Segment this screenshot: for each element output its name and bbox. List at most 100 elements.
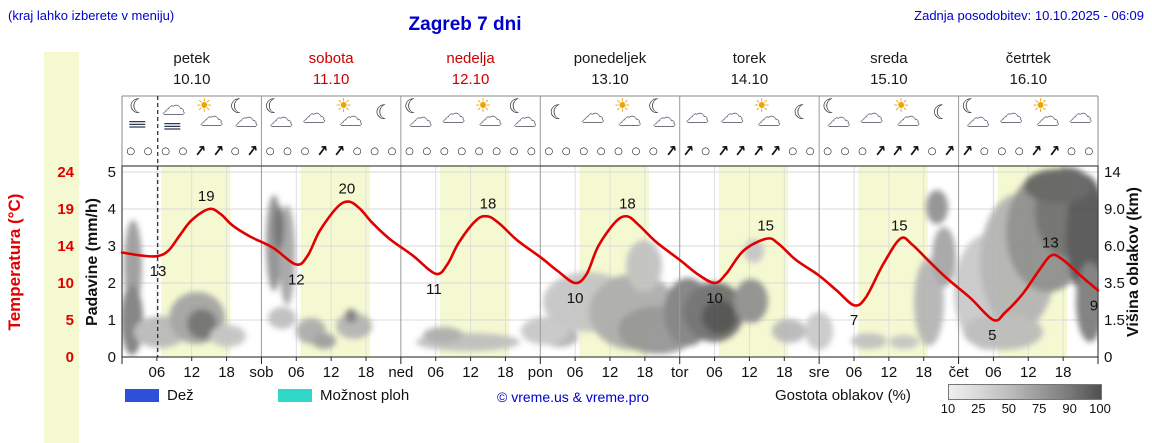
icon-part: ☁	[1068, 102, 1092, 128]
wind-glyph: ↗	[942, 141, 958, 161]
x-tick-label: 18	[497, 364, 514, 381]
x-tick-label: pon	[528, 364, 553, 381]
x-tick-label: čet	[949, 364, 970, 381]
menu-hint-text: (kraj lahko izberete v meniju)	[8, 8, 175, 23]
wind-glyph: ○	[265, 145, 275, 157]
cloud-blob	[932, 227, 956, 287]
page-title: Zagreb 7 dni	[408, 14, 522, 35]
temp-point-label: 9	[1090, 297, 1098, 314]
cloud-icon: ☁	[680, 96, 715, 138]
wind-glyph: ○	[788, 145, 798, 157]
x-tick-label: 06	[427, 364, 444, 381]
icon-part: ☾	[374, 100, 393, 124]
calm-wind-icon: ○	[122, 139, 139, 163]
fog-moon-icon: ☾ ≡	[122, 96, 157, 138]
icon-part: ☀	[892, 95, 910, 117]
cloud-axis-title: Višina oblakov (km)	[1125, 187, 1142, 337]
icon-part: ☁	[999, 102, 1023, 128]
x-tick-label: 06	[149, 364, 166, 381]
calm-wind-icon: ○	[174, 139, 191, 163]
calm-wind-icon: ○	[819, 139, 836, 163]
x-tick-label: 06	[706, 364, 723, 381]
daylight-band	[440, 166, 510, 357]
wind-barb-icon: ↗	[906, 139, 923, 163]
rain-legend-swatch	[125, 389, 159, 402]
wind-barb-icon: ↗	[331, 139, 348, 163]
wind-barb-icon: ↗	[244, 139, 261, 163]
cloud-icon: ☁	[854, 96, 889, 138]
x-tick-label: 06	[567, 364, 584, 381]
cloud-blob	[336, 313, 372, 339]
calm-wind-icon: ○	[801, 139, 818, 163]
icon-part: ☾	[961, 94, 980, 118]
icon-part: ☀	[474, 95, 492, 117]
calm-wind-icon: ○	[470, 139, 487, 163]
cloud-density-tick: 25	[971, 401, 986, 416]
calm-wind-icon: ○	[383, 139, 400, 163]
day-date: 16.10	[1009, 71, 1048, 88]
icon-part: ☁	[580, 102, 604, 128]
wind-glyph: ○	[283, 145, 292, 157]
cloud-layer	[122, 167, 1098, 355]
calm-wind-icon: ○	[784, 139, 801, 163]
calm-wind-icon: ○	[627, 139, 644, 163]
temp-tick-label: 10	[57, 275, 74, 292]
cloud-tick-label: 6.0	[1104, 238, 1125, 255]
day-date: 12.10	[451, 71, 490, 88]
icon-part: ☁	[966, 106, 990, 132]
sun-cloud-icon: ☀ ☁	[1028, 96, 1063, 138]
moon-icon: ☾	[784, 96, 819, 138]
cloud-icon: ☁	[1063, 96, 1098, 138]
x-tick-label: 12	[741, 364, 758, 381]
copyright-link[interactable]: © vreme.us & vreme.pro	[497, 389, 649, 405]
calm-wind-icon: ○	[279, 139, 296, 163]
icon-part: ☀	[335, 95, 353, 117]
icon-part: ☁	[339, 105, 363, 131]
moon-icon: ☾	[366, 96, 401, 138]
day-name: sreda	[870, 50, 908, 67]
icon-part: ☁	[757, 105, 781, 131]
calm-wind-icon: ○	[227, 139, 244, 163]
wind-barb-icon: ↗	[662, 139, 679, 163]
icon-part: ☁	[896, 105, 920, 131]
calm-wind-icon: ○	[401, 139, 418, 163]
x-tick-label: 06	[288, 364, 305, 381]
temp-point-label: 10	[706, 290, 723, 307]
cloud-density-tick: 10	[940, 401, 956, 416]
wind-glyph: ○	[858, 145, 867, 157]
x-tick-label: sob	[249, 364, 273, 381]
temp-tick-label: 24	[57, 164, 74, 181]
temp-tick-label: 5	[66, 312, 74, 329]
wind-glyph: ↗	[1029, 141, 1045, 161]
wind-glyph: ↗	[750, 141, 766, 161]
wind-barb-icon: ↗	[714, 139, 731, 163]
showers-legend-label: Možnost ploh	[320, 387, 410, 404]
x-tick-label: 12	[1020, 364, 1037, 381]
moon-cloud-icon: ☾ ☁	[819, 96, 854, 138]
temperature-axis-strip	[44, 52, 79, 443]
temp-tick-label: 14	[57, 238, 74, 255]
icon-part: ☁	[826, 106, 850, 132]
cloud-density-gradient	[948, 384, 1102, 400]
wind-glyph: ○	[579, 145, 589, 157]
temp-point-label: 19	[198, 188, 215, 205]
cloud-blob	[210, 325, 246, 347]
icon-part: ☁	[161, 94, 185, 120]
wind-glyph: ↗	[192, 141, 208, 161]
cloud-density-tick: 90	[1062, 401, 1077, 416]
icon-part: ☾	[821, 94, 840, 118]
temp-point-label: 20	[338, 181, 355, 198]
wind-glyph: ○	[1084, 145, 1094, 157]
icon-part: ☁	[478, 105, 502, 131]
wind-glyph: ↗	[715, 141, 731, 161]
calm-wind-icon: ○	[505, 139, 522, 163]
wind-glyph: ○	[980, 145, 989, 157]
icon-part: ☁	[441, 102, 465, 128]
wind-glyph: ○	[126, 145, 136, 157]
wind-barb-icon: ↗	[314, 139, 331, 163]
icon-part: ☾	[229, 94, 248, 118]
cloud-blob	[772, 319, 806, 343]
icon-part: ☁	[859, 102, 883, 128]
day-header-7: četrtek 16.10	[959, 50, 1098, 89]
sun-cloud-icon: ☀ ☁	[192, 96, 227, 138]
